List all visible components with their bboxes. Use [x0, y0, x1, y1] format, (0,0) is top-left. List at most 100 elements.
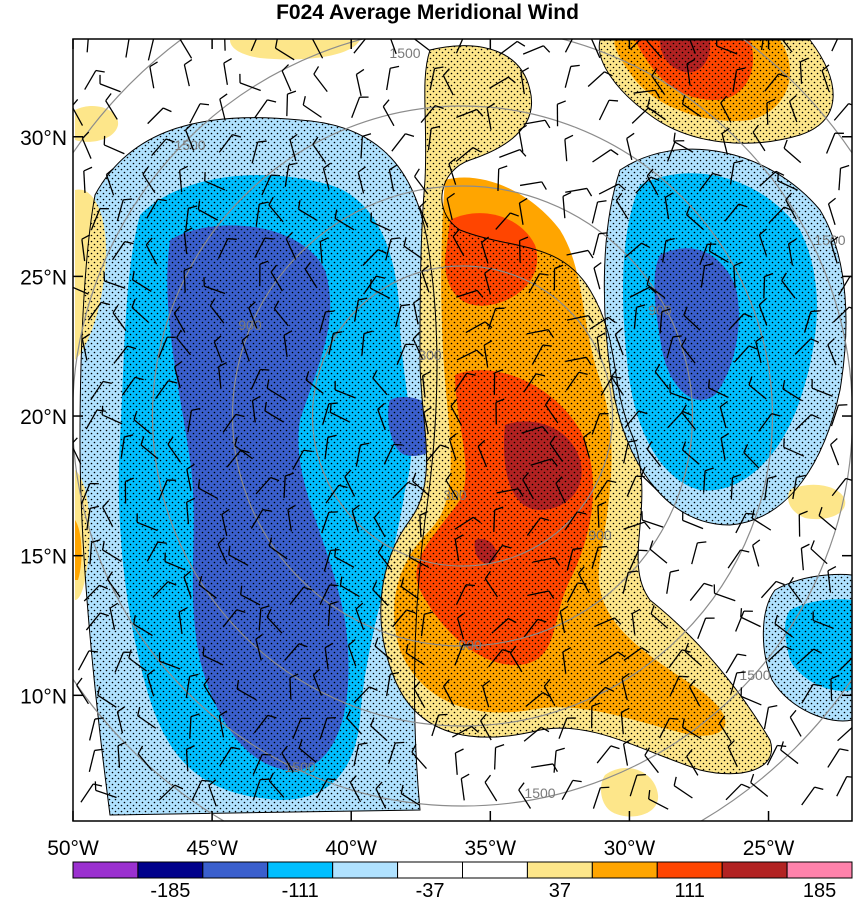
wind-barb [720, 438, 726, 460]
wind-barb-flag [349, 775, 357, 783]
wind-barb [328, 333, 335, 355]
wind-barb-flag [334, 547, 337, 557]
wind-barb [158, 479, 168, 501]
colorbar-label: 37 [549, 880, 571, 900]
wind-barb [84, 70, 97, 90]
wind-barb-flag [471, 726, 479, 733]
wind-barb-flag [413, 297, 422, 304]
wind-barb [774, 623, 793, 638]
wind-barb-flag [646, 98, 651, 108]
wind-barb [614, 334, 624, 356]
wind-barb [688, 686, 701, 707]
wind-barb [527, 590, 549, 597]
wind-barb-flag [641, 242, 650, 248]
wind-barb [255, 477, 272, 495]
wind-barb [833, 103, 850, 121]
wind-barb-flag [465, 584, 475, 587]
wind-barb-flag [202, 646, 205, 656]
wind-barb [344, 476, 356, 497]
wind-barb-flag [131, 270, 135, 280]
wind-barb [178, 612, 183, 635]
wind-barb-flag [494, 506, 504, 511]
wind-barb [183, 232, 188, 255]
wind-barb [764, 478, 769, 501]
wind-barb-flag [562, 191, 572, 197]
wind-barb [751, 517, 772, 531]
wind-barb-flag [644, 747, 651, 756]
shading-layer [75, 39, 852, 817]
wind-barb [420, 105, 436, 124]
wind-barb-flag [81, 333, 91, 340]
wind-barb [452, 725, 472, 738]
wind-barb-flag [259, 201, 269, 205]
wind-barb [650, 613, 669, 629]
wind-barb [217, 238, 229, 259]
wind-barb [198, 584, 217, 599]
y-tick-label: 10°N [20, 685, 67, 708]
y-tick-label: 25°N [20, 266, 67, 289]
wind-barb [411, 751, 427, 770]
wind-barb [591, 547, 599, 569]
wind-barb [189, 103, 201, 124]
wind-barb [724, 203, 740, 222]
wind-barb [218, 134, 233, 153]
wind-barb [796, 648, 815, 665]
wind-barb [334, 389, 356, 399]
wind-barb-flag [779, 27, 784, 35]
wind-barb [442, 685, 455, 706]
wind-barb-flag [91, 539, 101, 544]
wind-barb [673, 785, 693, 799]
wind-barb [362, 249, 379, 266]
wind-barb-flag [686, 58, 696, 65]
wind-barb [355, 608, 365, 630]
wind-barb-flag [830, 674, 840, 680]
wind-barb [131, 306, 149, 323]
x-tick-label: 45°W [186, 837, 238, 860]
wind-barb [173, 312, 186, 333]
wind-barb [839, 657, 852, 671]
wind-barb [755, 341, 762, 364]
wind-barb [763, 707, 770, 730]
wind-barb [283, 335, 288, 358]
wind-barb [681, 412, 697, 431]
wind-barb-flag [576, 33, 585, 34]
wind-barb-flag [789, 94, 797, 102]
wind-barb-flag [346, 709, 352, 719]
wind-barb [795, 414, 812, 431]
wind-barb [223, 62, 229, 85]
wind-barb-flag [443, 678, 450, 687]
wind-barb-flag [484, 774, 492, 783]
wind-barb [497, 168, 500, 191]
colorbar-bin [267, 861, 334, 879]
wind-barb [827, 203, 836, 226]
wind-barb-flag [848, 103, 852, 106]
wind-barb-flag [554, 557, 561, 566]
wind-barb-flag [687, 27, 694, 33]
wind-barb [788, 101, 798, 123]
wind-barb-flag [721, 127, 730, 135]
wind-barb [377, 409, 386, 431]
wind-barb [838, 168, 842, 191]
wind-barb-flag [73, 437, 78, 444]
wind-barb-flag [414, 168, 420, 177]
wind-barb-flag [285, 231, 293, 240]
wind-barb-flag [587, 315, 594, 324]
wind-barb-flag [191, 407, 201, 412]
wind-barb [719, 406, 727, 429]
wind-barb [631, 107, 649, 124]
wind-barb [758, 234, 768, 256]
wind-barb-flag [446, 192, 455, 200]
wind-barb-flag [646, 441, 653, 450]
wind-barb-flag [288, 162, 298, 166]
wind-barb [491, 618, 509, 634]
wind-barb-flag [535, 373, 545, 377]
wind-barb [622, 441, 629, 464]
wind-barb [250, 39, 258, 52]
wind-barb-flag [778, 73, 788, 78]
wind-barb [589, 686, 606, 704]
colorbar-bin [721, 861, 788, 879]
wind-barb-flag [305, 371, 310, 381]
wind-barb [565, 187, 588, 193]
wind-barb-flag [522, 472, 530, 480]
wind-barb-flag [186, 745, 195, 750]
